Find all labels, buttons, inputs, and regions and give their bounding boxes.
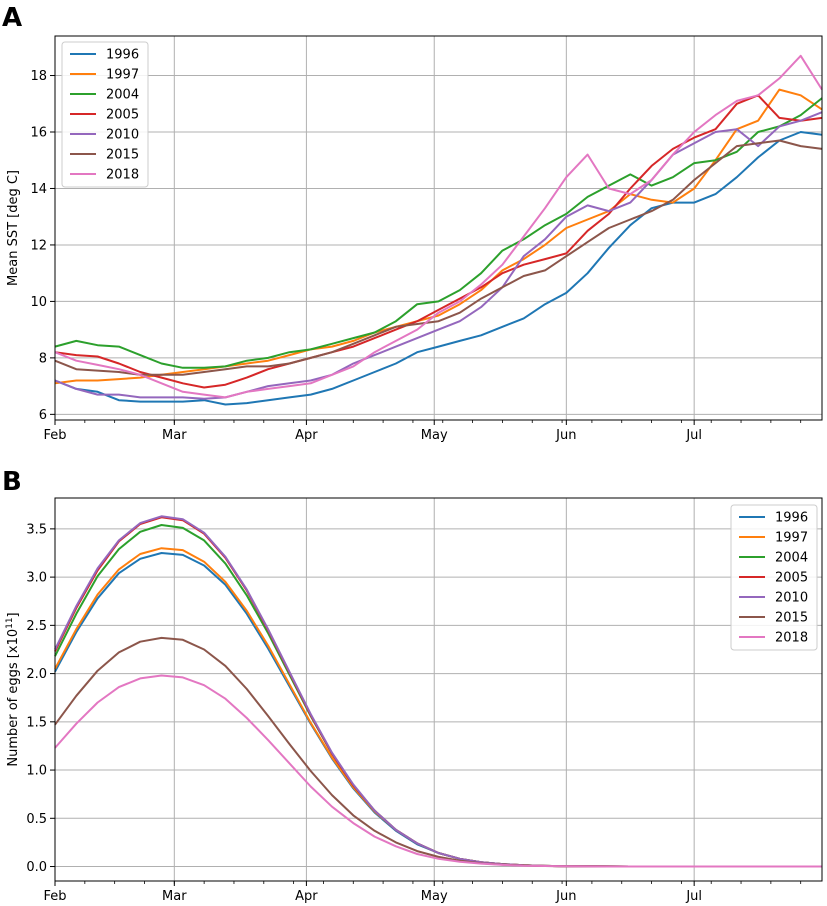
x-tick-label-a: Mar bbox=[162, 428, 187, 443]
series-line-2015 bbox=[54, 139, 823, 376]
legend-box bbox=[61, 41, 149, 188]
x-tick-label-b: Feb bbox=[43, 889, 66, 904]
x-tick-label-a: Feb bbox=[43, 428, 66, 443]
y-tick-label-a: 6 bbox=[39, 408, 47, 423]
legend-label-2018: 2018 bbox=[775, 631, 808, 646]
panel-b-chart: Feb Mar Apr May Jun Jul 0.0 0.5 1.0 1.5 2.0 2.5 3.0 3… bbox=[5, 497, 823, 904]
series-line-1997 bbox=[54, 88, 823, 385]
y-tick-label-b: 3.0 bbox=[26, 571, 47, 586]
y-tick-label-a: 10 bbox=[30, 295, 47, 310]
x-tick-label-a: Jun bbox=[555, 428, 576, 443]
x-tick-label-b: Apr bbox=[295, 889, 318, 904]
x-tick-label-a: Apr bbox=[295, 428, 318, 443]
y-tick-label-b: 0.0 bbox=[26, 860, 47, 875]
y-axis-label-a: Mean SST [deg C] bbox=[6, 170, 21, 286]
y-tick-label-a: 16 bbox=[30, 126, 47, 141]
y-tick-label-a: 14 bbox=[30, 182, 47, 197]
legend-label-2018: 2018 bbox=[106, 168, 139, 183]
panel-label-b: B bbox=[2, 467, 22, 497]
legend-label-2005: 2005 bbox=[775, 571, 808, 586]
series-line-2018 bbox=[54, 54, 823, 399]
x-tick-label-b: Mar bbox=[162, 889, 187, 904]
legend-label-1996: 1996 bbox=[106, 48, 139, 63]
y-tick-label-b: 1.5 bbox=[26, 715, 47, 730]
series-line-2005 bbox=[54, 94, 823, 389]
y-tick-label-b: 2.0 bbox=[26, 667, 47, 682]
legend-label-2004: 2004 bbox=[106, 88, 139, 103]
y-tick-label-a: 12 bbox=[30, 238, 47, 253]
axes-frame bbox=[54, 35, 823, 421]
y-tick-label-b: 1.0 bbox=[26, 764, 47, 779]
legend-label-2015: 2015 bbox=[106, 148, 139, 163]
legend-label-1996: 1996 bbox=[775, 511, 808, 526]
x-tick-label-a: Jul bbox=[685, 428, 702, 443]
panel-a-chart: Feb Mar Apr May Jun Jul 6 8 10 12 14 16 18 Mean SST [… bbox=[6, 35, 823, 443]
series-line-2018 bbox=[54, 674, 822, 868]
y-tick-label-b: 3.5 bbox=[26, 522, 47, 537]
legend-label-2010: 2010 bbox=[106, 128, 139, 143]
legend-label-2005: 2005 bbox=[106, 108, 139, 123]
x-tick-label-b: Jun bbox=[555, 889, 576, 904]
legend-label-2015: 2015 bbox=[775, 611, 808, 626]
legend-label-1997: 1997 bbox=[775, 531, 808, 546]
y-axis-label-suffix: ] bbox=[6, 612, 21, 617]
y-tick-label-b: 2.5 bbox=[26, 619, 47, 634]
legend-box bbox=[730, 504, 818, 651]
series-line-2004 bbox=[54, 97, 823, 369]
legend-label-2010: 2010 bbox=[775, 591, 808, 606]
series-line-1996 bbox=[54, 131, 823, 406]
x-tick-label-b: May bbox=[421, 889, 448, 904]
x-tick-label-a: May bbox=[421, 428, 448, 443]
y-tick-label-b: 0.5 bbox=[26, 812, 47, 827]
panel-label-a: A bbox=[2, 3, 22, 33]
legend-b: 1996 1997 2004 2005 2010 2015 2018 bbox=[730, 504, 818, 651]
axes-frame bbox=[54, 497, 823, 882]
legend-label-1997: 1997 bbox=[106, 68, 139, 83]
legend-label-2004: 2004 bbox=[775, 551, 808, 566]
y-tick-label-a: 18 bbox=[30, 69, 47, 84]
y-axis-label-superscript: 11 bbox=[5, 617, 15, 628]
series-line-2010 bbox=[54, 111, 823, 400]
x-tick-label-b: Jul bbox=[685, 889, 702, 904]
legend-a: 1996 1997 2004 2005 2010 2015 2018 bbox=[61, 41, 149, 188]
y-axis-label-b: Number of eggs [x1011] bbox=[5, 612, 21, 766]
y-tick-label-a: 8 bbox=[39, 351, 47, 366]
